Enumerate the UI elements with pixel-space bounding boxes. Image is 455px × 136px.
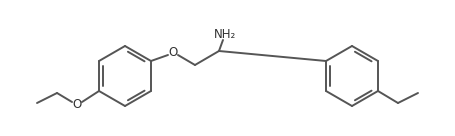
Text: O: O bbox=[168, 47, 177, 59]
Text: NH₂: NH₂ bbox=[214, 29, 236, 41]
Text: O: O bbox=[72, 98, 81, 112]
